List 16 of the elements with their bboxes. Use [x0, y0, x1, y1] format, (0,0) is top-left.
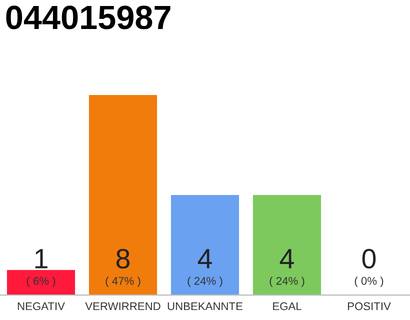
annotation: ( 6% )	[26, 276, 56, 288]
annotation: ( 47% )	[106, 276, 140, 288]
data-label: 8	[116, 248, 130, 269]
data-label: 0	[362, 248, 376, 269]
x-tick-label: EGAL	[273, 302, 302, 310]
data-label: 4	[198, 249, 212, 268]
annotation: ( 24% )	[270, 276, 304, 288]
x-tick-label: VERWIRREND	[85, 302, 160, 310]
annotation: ( 24% )	[188, 276, 222, 288]
x-tick-label: POSITIV	[348, 302, 391, 310]
x-tick-label: NEGATIV	[18, 302, 65, 310]
chart-title: 044015987	[6, 6, 170, 30]
x-tick-label: UNBEKANNTE	[168, 302, 242, 310]
annotation: ( 0% )	[354, 276, 384, 288]
data-label: 1	[35, 249, 48, 268]
data-label: 4	[280, 249, 294, 268]
